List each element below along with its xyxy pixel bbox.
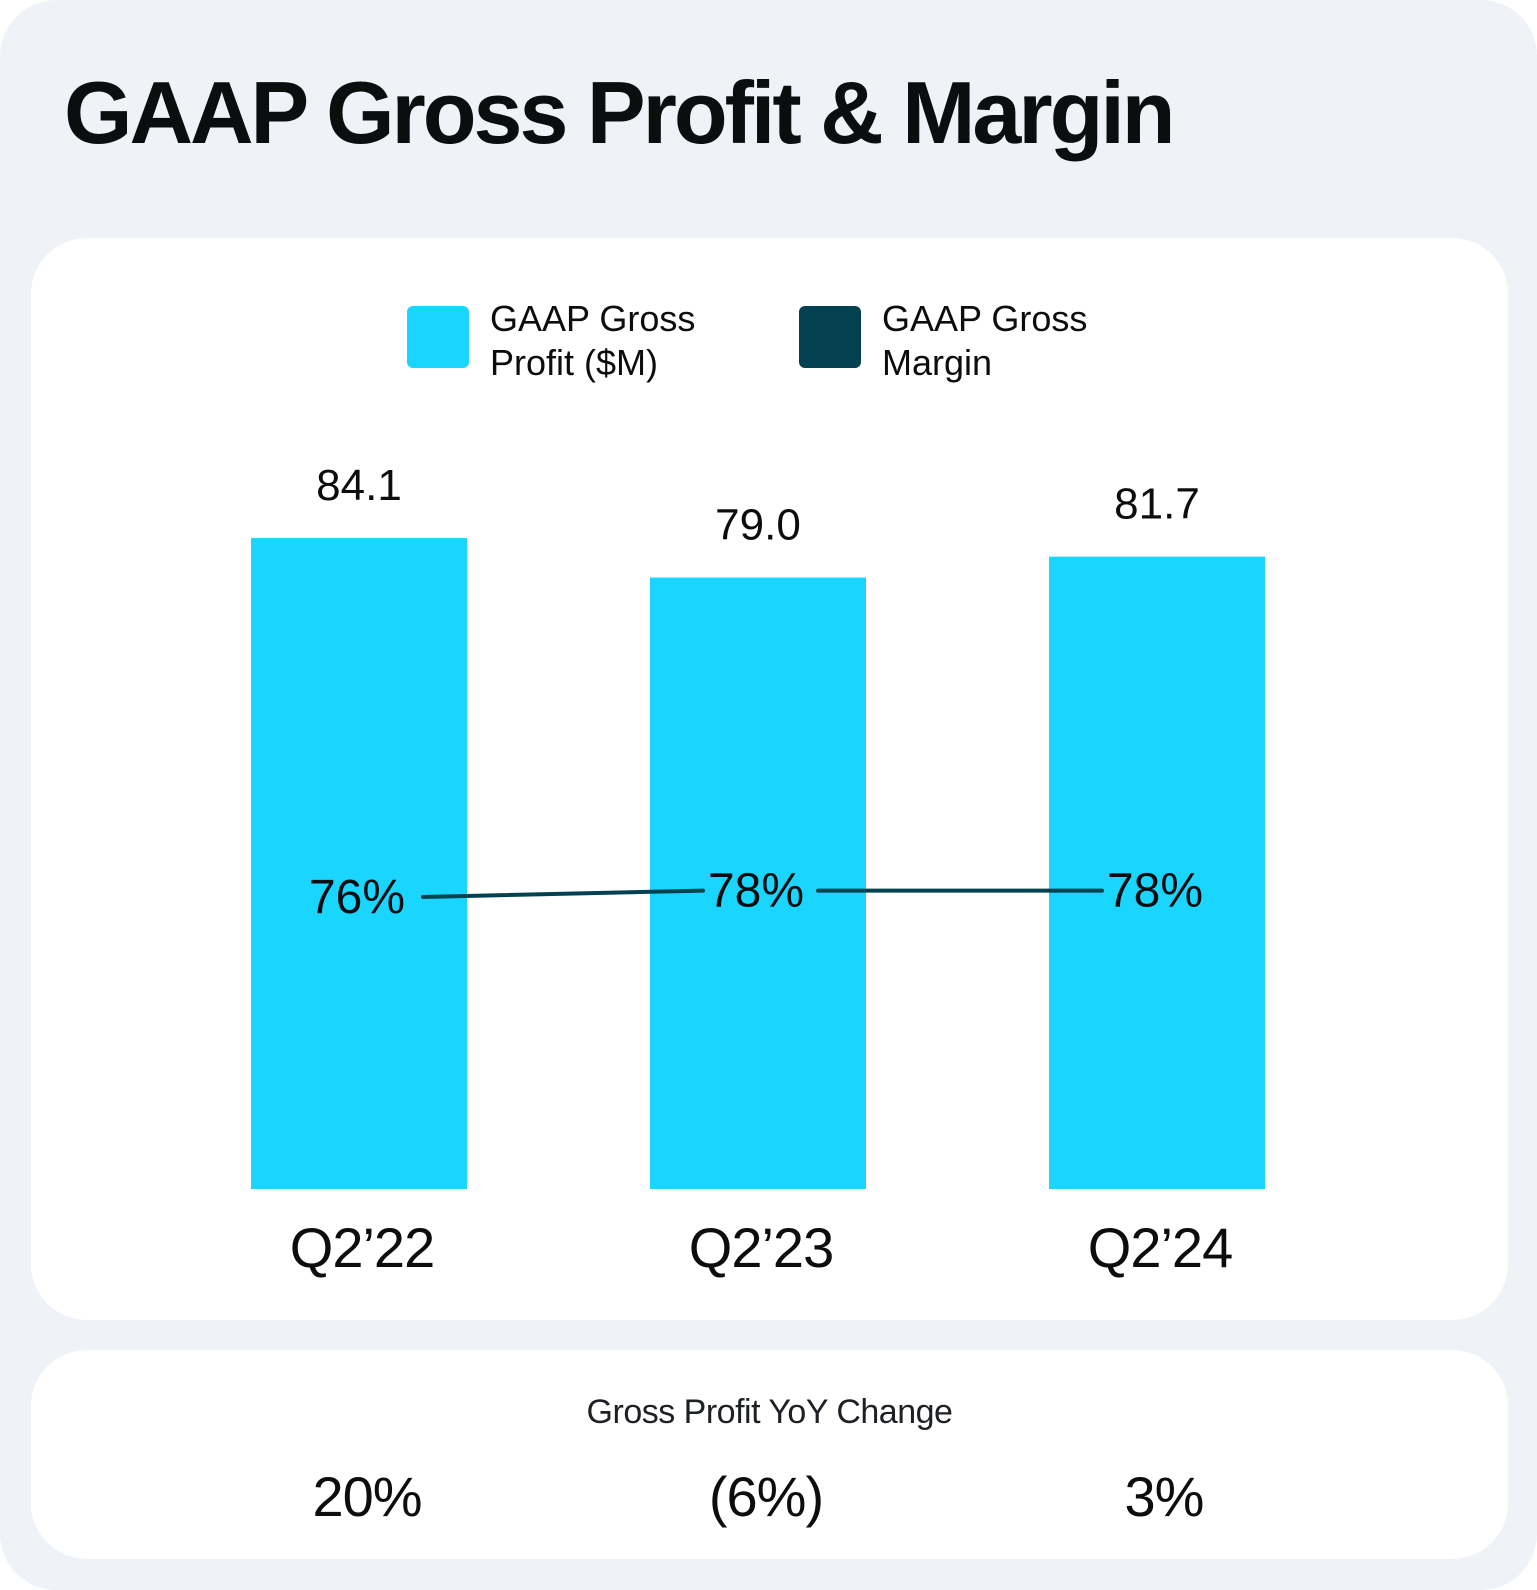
bar-value-label-3: 81.7 [1114, 480, 1200, 529]
legend-label-gross-profit: GAAP Gross Profit ($M) [490, 298, 696, 383]
legend-swatch-gross-profit [407, 306, 469, 368]
bar-value-label-2: 79.0 [715, 501, 801, 550]
category-label-2: Q2’23 [689, 1216, 833, 1279]
bar-value-label-1: 84.1 [316, 461, 402, 510]
bar-1 [251, 538, 467, 1189]
category-label-3: Q2’24 [1088, 1216, 1232, 1279]
margin-label-3: 78% [1107, 865, 1203, 918]
legend-item-gross-margin: GAAP Gross Margin [799, 297, 1142, 385]
bar-2 [650, 577, 866, 1189]
yoy-value-q2-22: 20% [312, 1465, 422, 1528]
category-label-1: Q2’22 [290, 1216, 434, 1279]
margin-label-1: 76% [309, 871, 405, 924]
yoy-value-q2-23: (6%) [708, 1465, 824, 1528]
page-title: GAAP Gross Profit & Margin [64, 63, 1176, 162]
yoy-title: Gross Profit YoY Change [586, 1393, 953, 1431]
margin-line-segment-1 [421, 888, 705, 899]
legend-swatch-gross-margin [799, 306, 861, 368]
margin-label-2: 78% [708, 865, 804, 918]
legend-label-gross-margin: GAAP Gross Margin [882, 298, 1088, 383]
legend-item-gross-profit: GAAP Gross Profit ($M) [407, 297, 750, 385]
yoy-card: Gross Profit YoY Change 20% (6%) 3% [31, 1350, 1508, 1559]
bar-3 [1049, 556, 1265, 1189]
yoy-value-q2-24: 3% [1124, 1465, 1205, 1528]
